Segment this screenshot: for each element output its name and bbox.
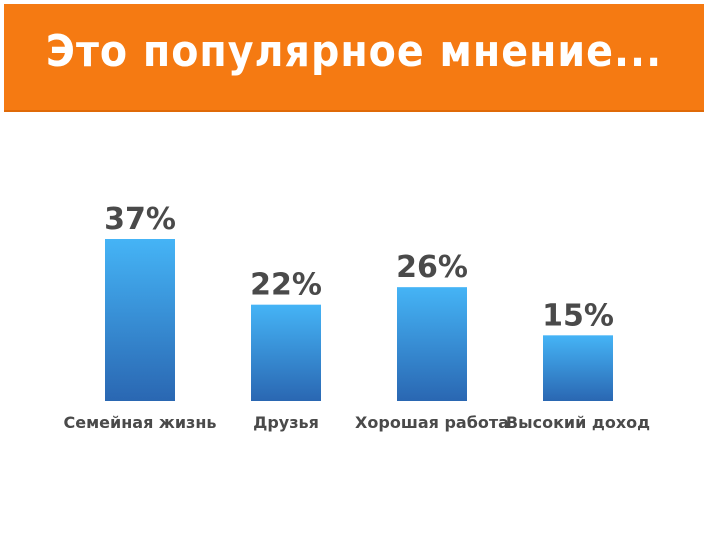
bar-value-label-4: 15% xyxy=(542,298,614,333)
category-label-3: Хорошая работа xyxy=(355,413,509,432)
bar-value-label-2: 22% xyxy=(250,268,322,303)
bar-2 xyxy=(251,304,321,401)
bar-3 xyxy=(397,287,467,401)
bar-value-label-3: 26% xyxy=(396,250,468,285)
category-label-1: Семейная жизнь xyxy=(63,413,216,432)
slide-title: Это популярное мнение... xyxy=(45,26,663,77)
bar-4 xyxy=(543,335,613,401)
bar-value-label-1: 37% xyxy=(104,202,176,237)
bar-1 xyxy=(105,239,175,401)
title-banner: Это популярное мнение... xyxy=(4,4,704,112)
category-label-4: Высокий доход xyxy=(506,413,650,432)
category-label-2: Друзья xyxy=(253,413,319,432)
